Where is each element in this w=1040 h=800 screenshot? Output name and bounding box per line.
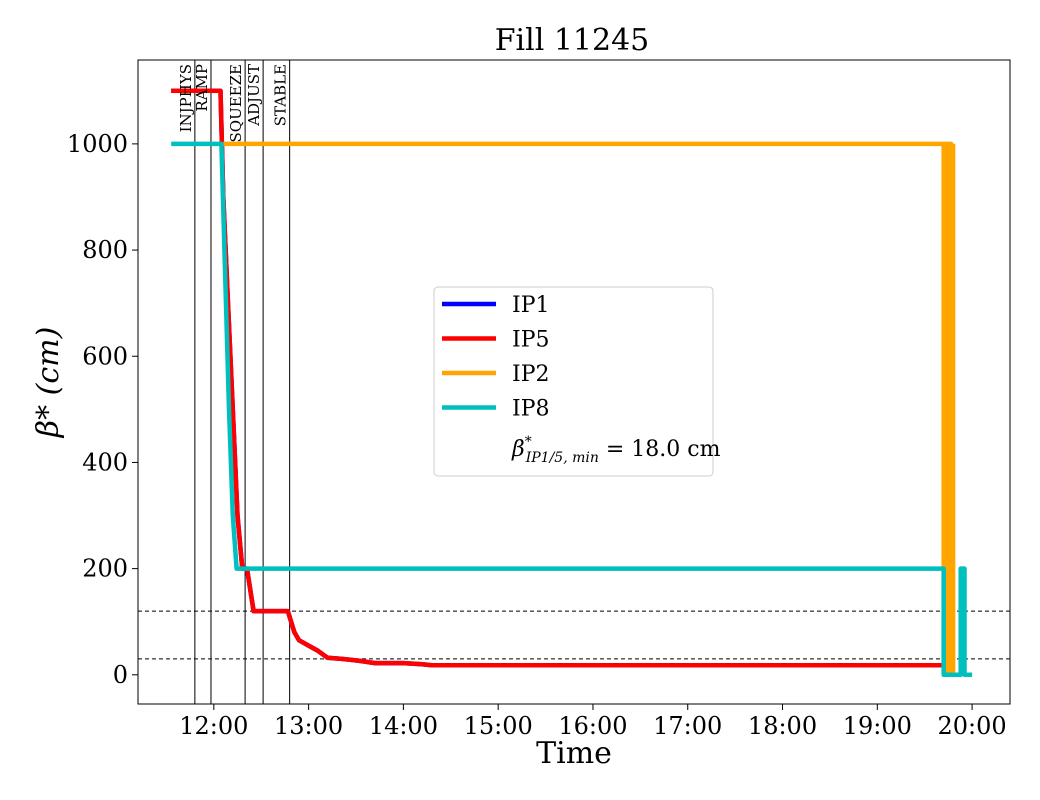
x-tick-label: 17:00 [653, 712, 722, 740]
legend-label-ip8: IP8 [512, 397, 550, 422]
x-tick-label: 15:00 [464, 712, 533, 740]
y-tick-label: 600 [82, 342, 128, 370]
mode-label-stable: STABLE [272, 64, 290, 126]
mode-label-adjust: ADJUST [245, 64, 263, 127]
legend-label-ip1: IP1 [512, 293, 550, 318]
y-axis-ticks: 0 200 400 600 800 1000 [67, 130, 138, 689]
y-axis-label: β* (cm) [31, 327, 66, 439]
y-tick-label: 1000 [67, 130, 128, 158]
chart-title: Fill 11245 [495, 23, 650, 58]
x-tick-label: 13:00 [274, 712, 343, 740]
y-tick-label: 0 [113, 661, 128, 689]
x-tick-label: 20:00 [938, 712, 1007, 740]
x-tick-label: 14:00 [369, 712, 438, 740]
y-tick-label: 200 [82, 555, 128, 583]
y-tick-label: 400 [82, 448, 128, 476]
y-tick-label: 800 [82, 236, 128, 264]
x-axis-ticks: 12:00 13:00 14:00 15:00 16:00 17:00 18:00 19:00… [179, 704, 1006, 740]
legend-label-ip5: IP5 [512, 328, 550, 353]
x-tick-label: 12:00 [179, 712, 248, 740]
legend-label-ip2: IP2 [512, 362, 550, 387]
x-axis-label: Time [536, 736, 612, 771]
x-tick-label: 18:00 [748, 712, 817, 740]
mode-label-squeeze: SQUEEZE [227, 64, 245, 143]
mode-label-ramp: RAMP [193, 64, 211, 112]
x-tick-label: 19:00 [843, 712, 912, 740]
